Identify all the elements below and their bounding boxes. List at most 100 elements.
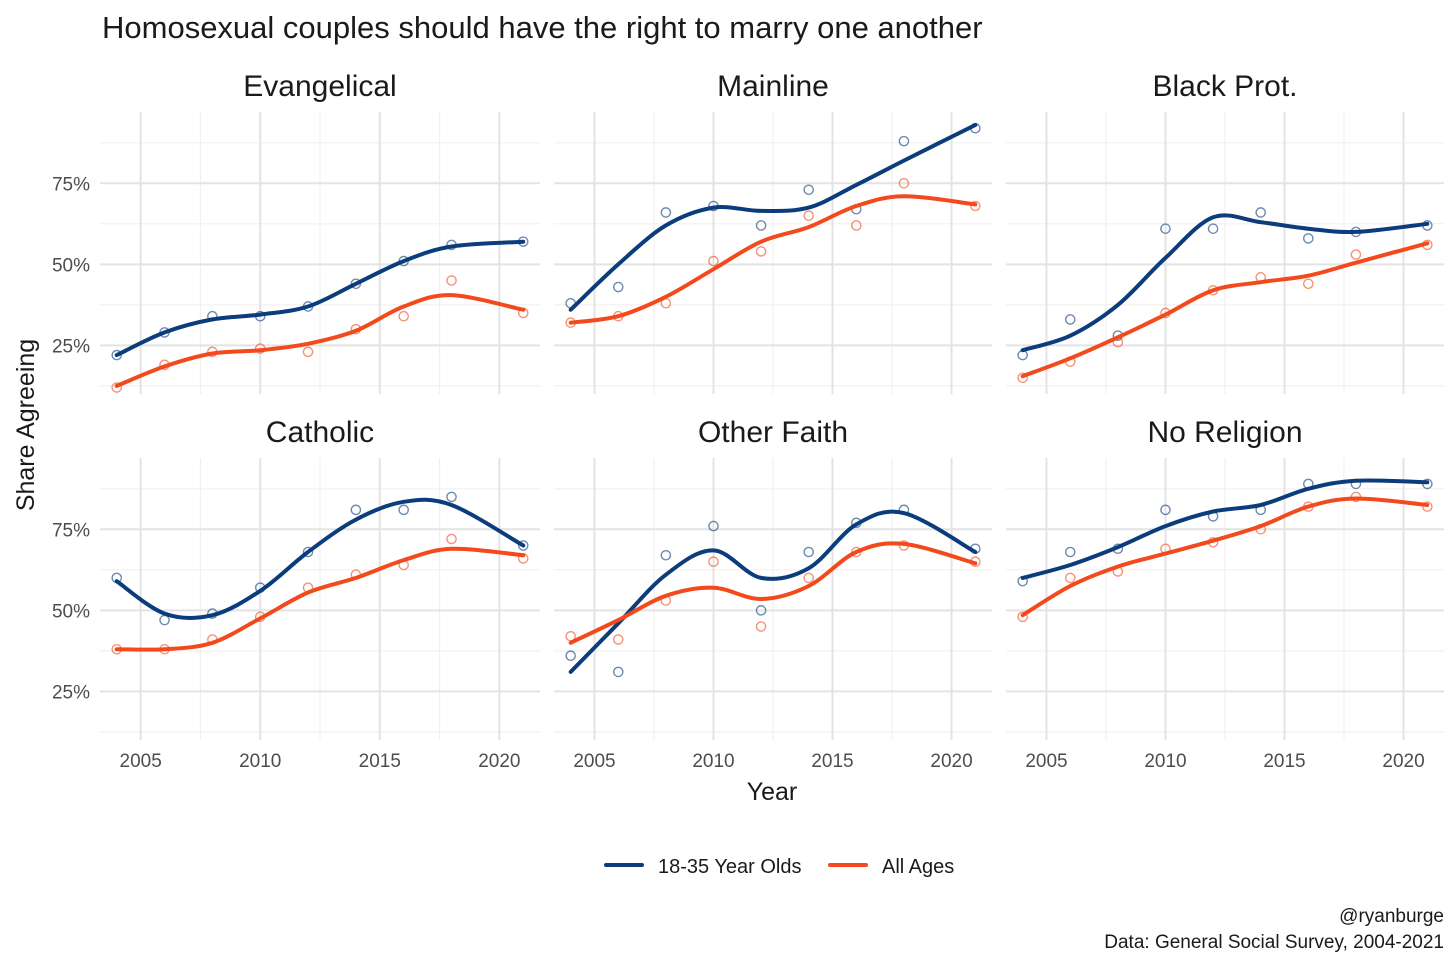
data-point-young — [660, 207, 672, 218]
y-tick-label: 50% — [52, 255, 90, 276]
data-point-young — [111, 349, 123, 361]
data-point-all-ages — [207, 346, 218, 358]
x-tick-label: 2020 — [930, 751, 972, 772]
data-point-young — [159, 614, 170, 626]
data-point-all-ages — [565, 317, 576, 328]
data-point-all-ages — [803, 210, 815, 222]
data-point-young — [398, 504, 409, 516]
data-point-young — [302, 301, 314, 312]
facet-title: Evangelical — [243, 70, 396, 103]
data-point-all-ages — [898, 540, 910, 551]
data-point-young — [1017, 575, 1028, 587]
data-point-all-ages — [1017, 611, 1028, 623]
data-point-all-ages — [708, 255, 719, 267]
data-point-young — [1064, 314, 1076, 325]
data-point-young — [565, 297, 576, 309]
data-point-all-ages — [1207, 536, 1219, 548]
facet-title: Mainline — [717, 70, 829, 103]
data-point-all-ages — [1303, 278, 1314, 290]
data-point-all-ages — [660, 595, 672, 606]
data-point-young — [446, 491, 457, 503]
caption-source: Data: General Social Survey, 2004-2021 — [1104, 932, 1444, 953]
x-tick-label: 2010 — [239, 751, 281, 772]
x-tick-label: 2005 — [1025, 751, 1067, 772]
y-tick-label: 50% — [52, 601, 90, 622]
trend-line-young — [114, 497, 526, 620]
data-point-young — [898, 504, 910, 516]
x-tick-label: 2020 — [1382, 751, 1424, 772]
data-point-all-ages — [1422, 501, 1433, 512]
panel-black-prot: Black Prot. — [1006, 70, 1444, 394]
data-point-young — [159, 327, 170, 338]
x-tick-label: 2005 — [573, 751, 615, 772]
facet-title: Black Prot. — [1152, 70, 1297, 103]
y-tick-label: 25% — [52, 336, 90, 357]
x-tick-label: 2015 — [811, 751, 853, 772]
panels: Evangelical 25% 50% 75% Mainline Black Prot. C… — [52, 70, 1444, 772]
panel-no-religion: No Religion 2005 2010 2015 2020 — [1006, 416, 1444, 772]
panel-other-faith: Other Faith 2005 2010 2015 2020 — [554, 416, 992, 772]
data-point-all-ages — [254, 343, 266, 354]
data-point-all-ages — [612, 310, 624, 322]
data-point-all-ages — [803, 572, 815, 584]
x-tick-label: 2010 — [1144, 751, 1186, 772]
data-point-young — [851, 517, 862, 529]
data-point-young — [1422, 220, 1433, 231]
data-point-young — [1160, 223, 1171, 234]
data-point-young — [898, 135, 910, 147]
data-point-all-ages — [851, 220, 862, 231]
data-point-young — [111, 572, 123, 584]
data-point-young — [1350, 478, 1362, 490]
data-point-young — [254, 582, 266, 593]
data-point-young — [207, 310, 218, 322]
data-point-young — [803, 184, 815, 196]
trend-line-young — [114, 239, 526, 358]
data-point-young — [1160, 504, 1171, 516]
data-point-all-ages — [111, 643, 123, 655]
chart-title: Homosexual couples should have the right… — [102, 10, 983, 45]
data-point-all-ages — [1160, 543, 1171, 555]
panel-evangelical: Evangelical 25% 50% 75% — [52, 70, 540, 394]
trend-line-all-ages — [114, 293, 526, 388]
data-point-all-ages — [1017, 372, 1028, 384]
data-point-young — [207, 608, 218, 619]
data-point-young — [1303, 478, 1314, 490]
data-point-all-ages — [350, 569, 362, 580]
facet-title: No Religion — [1147, 416, 1302, 449]
trend-line-young — [1020, 213, 1430, 353]
data-point-all-ages — [1422, 239, 1433, 251]
data-point-all-ages — [1064, 356, 1076, 367]
data-point-all-ages — [517, 307, 529, 319]
data-point-all-ages — [254, 611, 266, 623]
panel-mainline: Mainline — [554, 70, 992, 394]
data-point-all-ages — [755, 246, 767, 257]
x-tick-label: 2010 — [692, 751, 734, 772]
data-point-young — [350, 504, 362, 516]
x-tick-label: 2005 — [120, 751, 162, 772]
data-point-young — [350, 278, 362, 290]
data-point-all-ages — [1255, 272, 1267, 283]
data-point-all-ages — [755, 621, 767, 632]
trend-line-all-ages — [568, 194, 978, 325]
trend-line-young — [568, 509, 978, 674]
data-point-all-ages — [1303, 501, 1314, 512]
data-point-all-ages — [565, 630, 576, 642]
data-point-young — [446, 239, 457, 251]
data-point-young — [1303, 233, 1314, 244]
facet-title: Other Faith — [698, 416, 848, 449]
data-point-young — [254, 310, 266, 322]
data-point-young — [660, 549, 672, 561]
data-point-all-ages — [207, 634, 218, 645]
y-tick-label: 75% — [52, 174, 90, 195]
data-point-all-ages — [446, 275, 457, 286]
data-point-young — [1064, 546, 1076, 558]
trend-line-all-ages — [568, 541, 978, 645]
data-point-all-ages — [851, 546, 862, 558]
data-point-all-ages — [398, 310, 409, 322]
data-point-young — [398, 255, 409, 267]
y-tick-label: 75% — [52, 520, 90, 541]
data-point-young — [565, 650, 576, 662]
data-point-young — [1207, 223, 1219, 234]
y-axis-label: Share Agreeing — [12, 339, 40, 511]
